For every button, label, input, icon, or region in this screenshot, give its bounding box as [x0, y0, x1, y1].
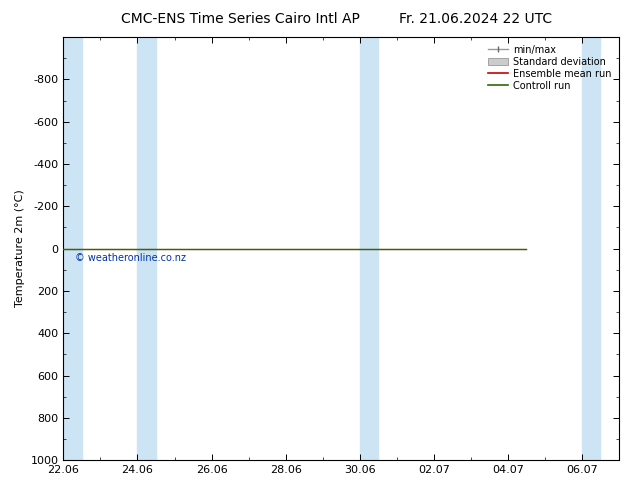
Text: Fr. 21.06.2024 22 UTC: Fr. 21.06.2024 22 UTC [399, 12, 552, 26]
Bar [582, 37, 600, 460]
Bar [63, 37, 82, 460]
Legend: min/max, Standard deviation, Ensemble mean run, Controll run: min/max, Standard deviation, Ensemble me… [486, 42, 614, 94]
Bar [138, 37, 156, 460]
Text: © weatheronline.co.nz: © weatheronline.co.nz [75, 253, 186, 263]
Text: CMC-ENS Time Series Cairo Intl AP: CMC-ENS Time Series Cairo Intl AP [122, 12, 360, 26]
Bar [359, 37, 378, 460]
Y-axis label: Temperature 2m (°C): Temperature 2m (°C) [15, 190, 25, 307]
